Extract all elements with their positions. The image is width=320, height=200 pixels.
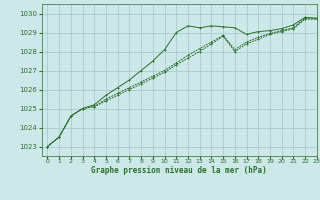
X-axis label: Graphe pression niveau de la mer (hPa): Graphe pression niveau de la mer (hPa)	[91, 166, 267, 175]
